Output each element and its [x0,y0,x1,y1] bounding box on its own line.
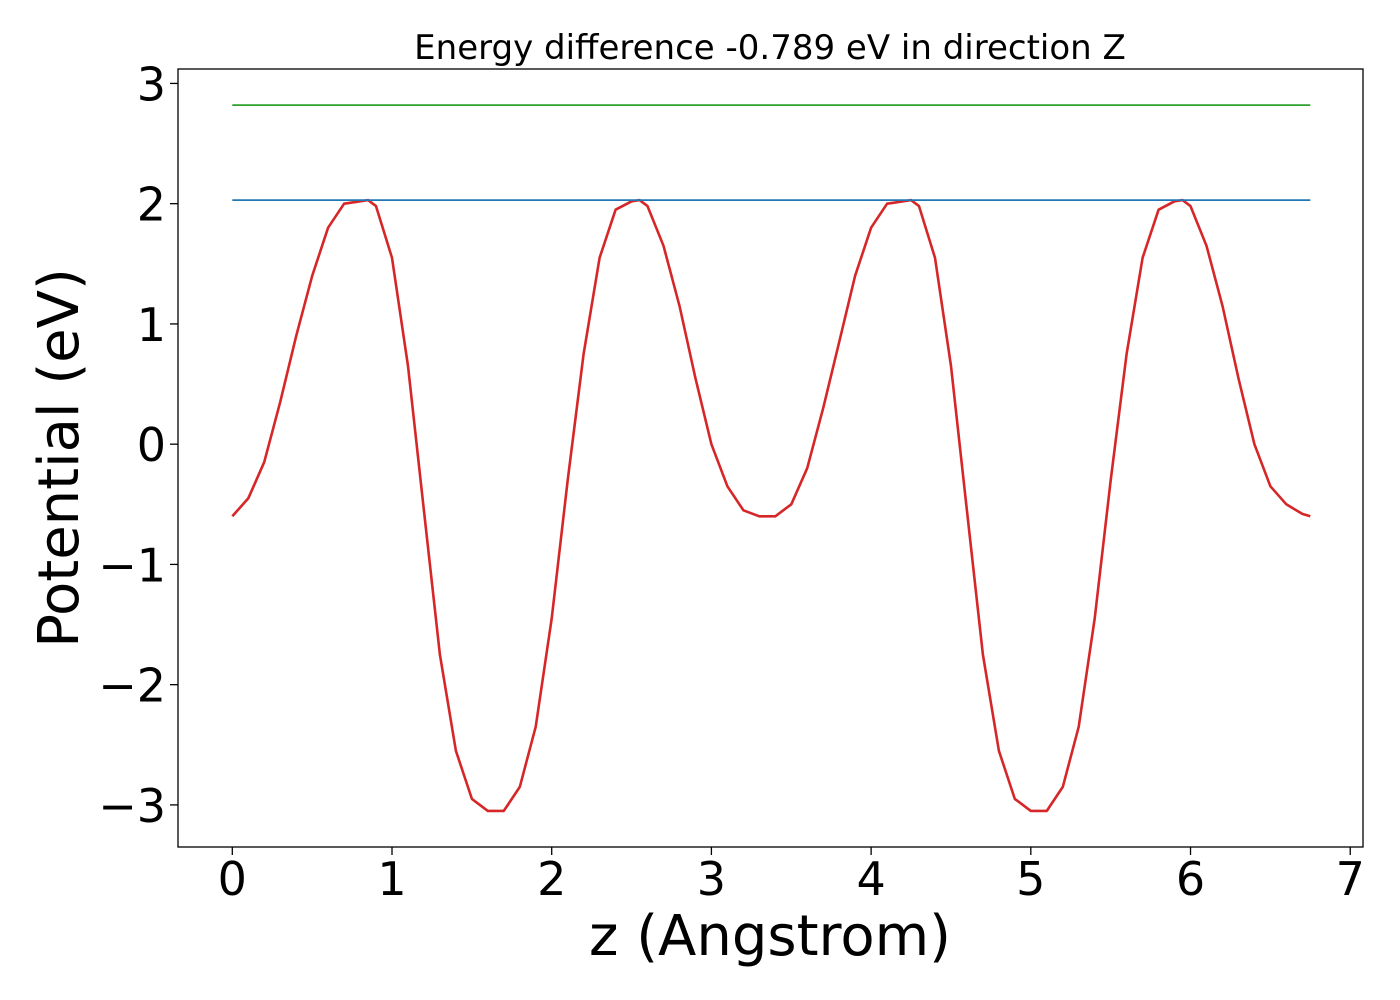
y-tick-label: 0 [137,418,166,472]
y-tick-label: 1 [137,298,166,352]
y-axis-label: Potential (eV) [27,268,92,648]
x-tick-label: 7 [1336,852,1365,906]
x-tick-label: 2 [537,852,566,906]
y-tick-label: 3 [137,57,166,111]
axes-frame [177,68,1364,848]
x-tick-label: 3 [697,852,726,906]
axis-ticks: 0 1 2 3 4 5 6 7 −3 −2 −1 0 1 2 3 [98,57,1365,906]
y-tick-label: −2 [98,659,166,713]
x-tick-label: 5 [1016,852,1045,906]
y-tick-label: 2 [137,178,166,232]
y-tick-label: −3 [98,779,166,833]
x-axis-label: z (Angstrom) [589,904,951,969]
x-tick-label: 6 [1176,852,1205,906]
plot-area [231,104,1311,813]
series-line-0 [231,198,1311,813]
chart-title: Energy difference -0.789 eV in direction… [414,28,1126,68]
x-tick-label: 4 [856,852,885,906]
x-tick-label: 0 [218,852,247,906]
x-tick-label: 1 [377,852,406,906]
y-tick-label: −1 [98,538,166,592]
